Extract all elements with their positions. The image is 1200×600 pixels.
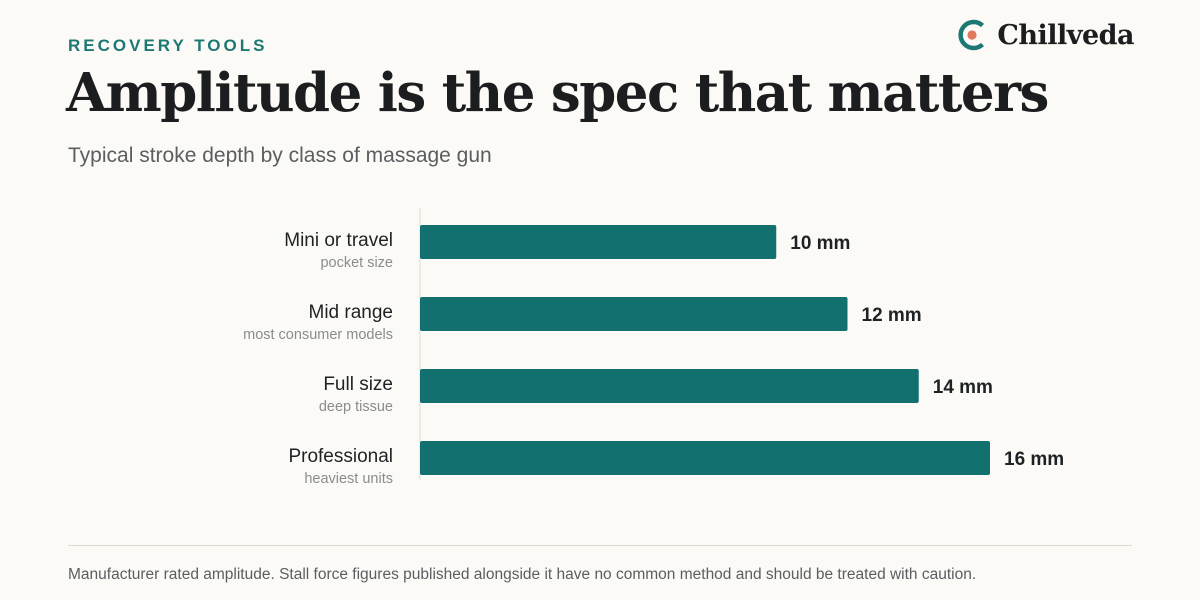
bar-full-size xyxy=(420,369,919,403)
brand-logo[interactable]: Chillveda xyxy=(955,18,1134,52)
category-label: Mid range xyxy=(309,302,394,323)
value-label: 14 mm xyxy=(933,377,993,398)
brand-name: Chillveda xyxy=(997,19,1134,51)
bar-professional xyxy=(420,441,990,475)
category-note: most consumer models xyxy=(243,327,393,343)
page-title: Amplitude is the spec that matters xyxy=(66,62,1049,124)
category-label: Mini or travel xyxy=(284,230,393,251)
value-label: 10 mm xyxy=(790,233,850,254)
chart-subtitle: Typical stroke depth by class of massage… xyxy=(68,144,492,167)
bar-mid-range xyxy=(420,297,848,331)
c-ring-with-dot-icon xyxy=(958,19,985,51)
value-label: 16 mm xyxy=(1004,449,1064,470)
eyebrow-label: RECOVERY TOOLS xyxy=(68,36,268,55)
bar-mini-or-travel xyxy=(420,225,777,259)
category-note: heaviest units xyxy=(304,471,393,487)
category-note: deep tissue xyxy=(319,399,393,415)
category-note: pocket size xyxy=(320,255,393,271)
category-label: Professional xyxy=(288,446,393,467)
footer-divider xyxy=(68,545,1132,546)
value-label: 12 mm xyxy=(862,305,922,326)
category-label: Full size xyxy=(323,374,393,395)
footnote: Manufacturer rated amplitude. Stall forc… xyxy=(68,566,977,583)
